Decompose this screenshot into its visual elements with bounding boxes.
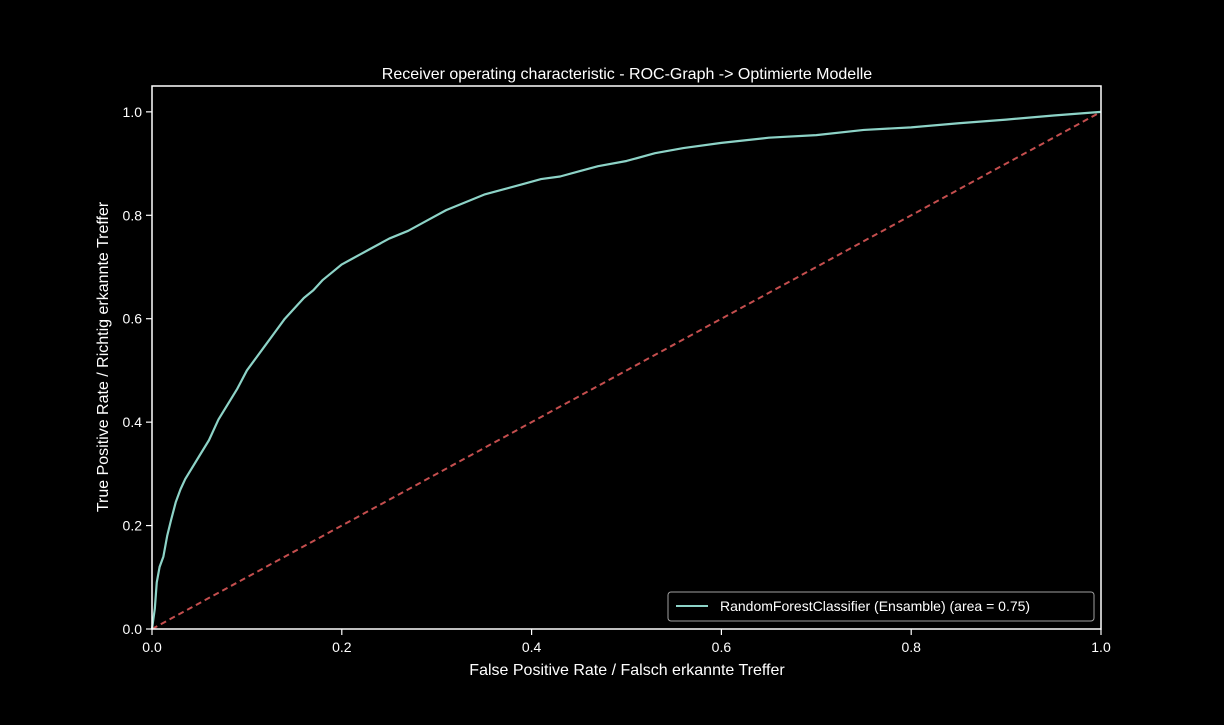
y-tick-label: 0.4 bbox=[123, 414, 143, 430]
x-tick-label: 0.6 bbox=[712, 639, 732, 655]
y-tick-label: 0.8 bbox=[123, 207, 143, 223]
axes-frame bbox=[151, 85, 1102, 630]
y-tick-label: 1.0 bbox=[123, 104, 143, 120]
y-tick-label: 0.0 bbox=[123, 621, 143, 637]
plot-area: 0.0 0.2 0.4 0.6 0.8 1.0 0.0 0.2 0.4 0.6 0.8 1.0 bbox=[123, 85, 1111, 655]
y-axis-label: True Positive Rate / Richtig erkannte Tr… bbox=[95, 201, 112, 512]
x-tick-label: 0.4 bbox=[522, 639, 542, 655]
chart-title: Receiver operating characteristic - ROC-… bbox=[382, 66, 873, 83]
x-tick-label: 0.2 bbox=[332, 639, 352, 655]
x-tick-label: 0.0 bbox=[142, 639, 162, 655]
y-tick-label: 0.6 bbox=[123, 311, 143, 327]
chance-diagonal-line bbox=[151, 110, 1102, 630]
x-tick-label: 0.8 bbox=[901, 639, 921, 655]
legend-label-series-1: RandomForestClassifier (Ensamble) (area … bbox=[720, 598, 1030, 614]
x-axis-label: False Positive Rate / Falsch erkannte Tr… bbox=[469, 662, 785, 679]
y-tick-label: 0.2 bbox=[123, 518, 143, 534]
legend: RandomForestClassifier (Ensamble) (area … bbox=[667, 591, 1095, 622]
x-tick-label: 1.0 bbox=[1091, 639, 1111, 655]
roc-curve-line bbox=[150, 110, 1102, 630]
legend-frame bbox=[667, 591, 1095, 622]
